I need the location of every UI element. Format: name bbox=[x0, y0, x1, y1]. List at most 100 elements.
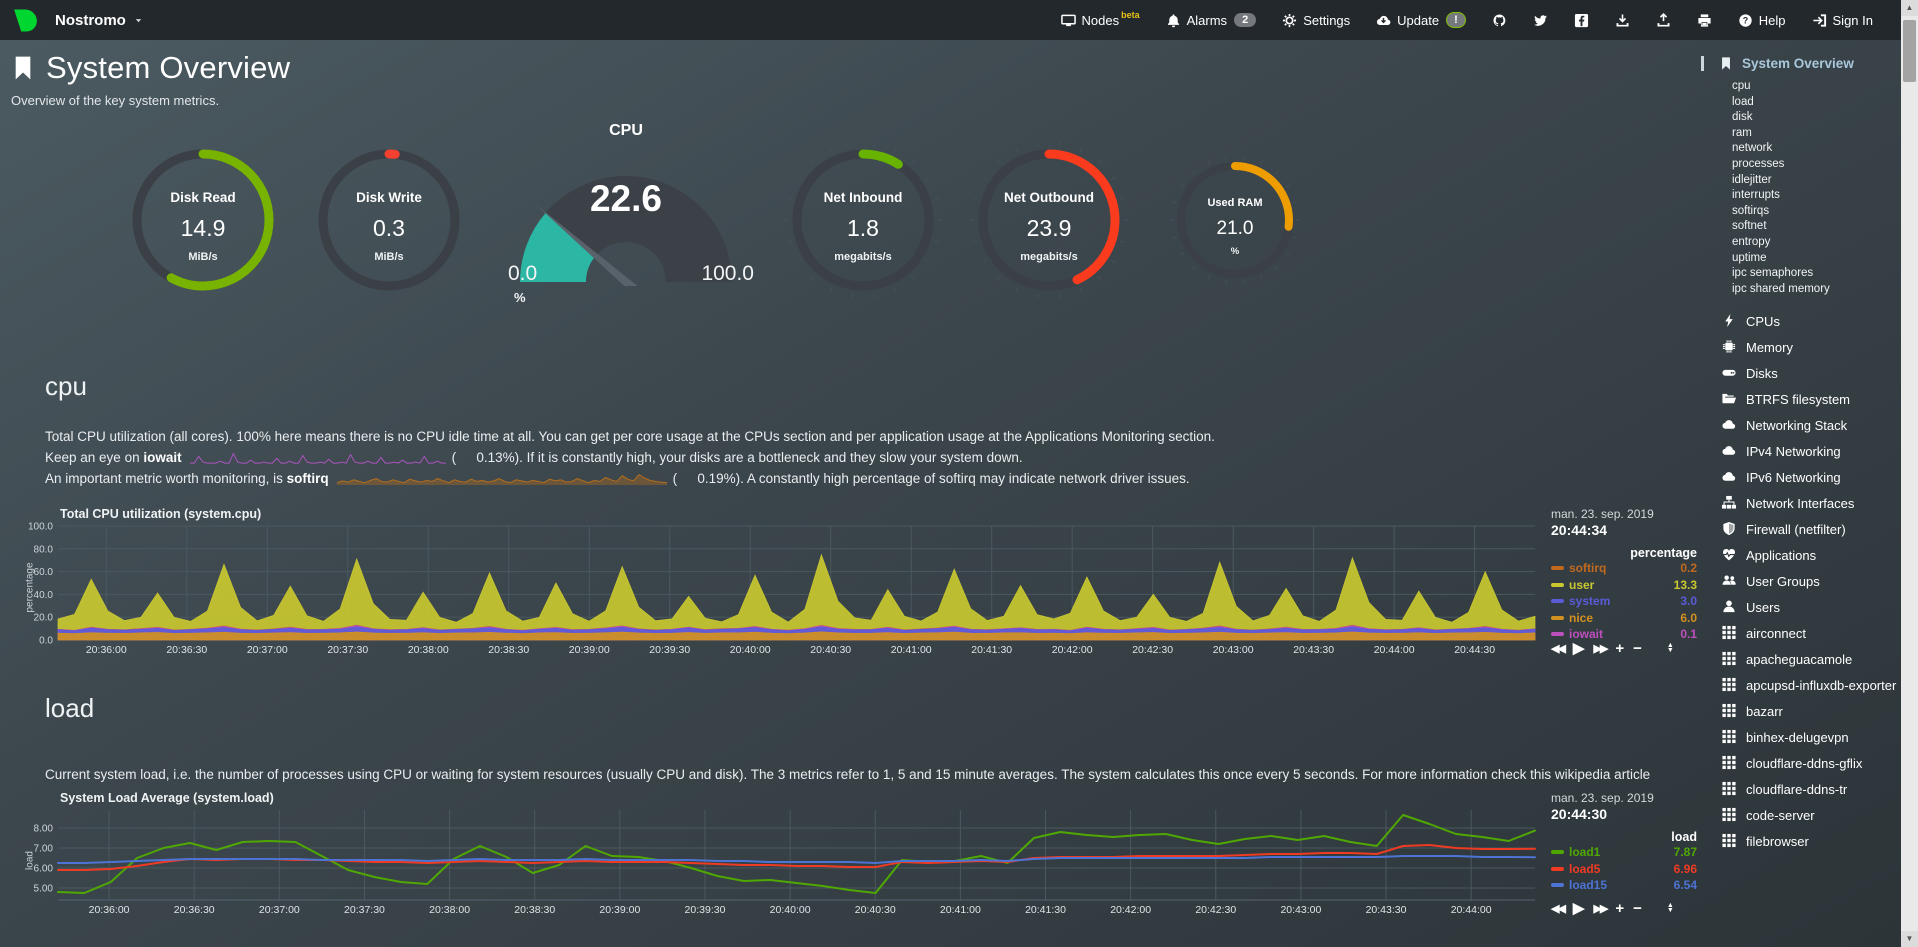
sidebar-subitem-softirqs[interactable]: softirqs bbox=[1732, 204, 1770, 217]
sidebar-subitem-processes[interactable]: processes bbox=[1732, 157, 1785, 170]
legend-row-system[interactable]: system 3.0 bbox=[1551, 593, 1697, 610]
load-chart-canvas[interactable]: 20:36:00 20:36:30 20:37:00 20:37:30 20:38:00… bbox=[12, 805, 1543, 917]
toolbar-pan-backward-button[interactable]: ◀◀ bbox=[1551, 642, 1566, 655]
nav-load-snapshot[interactable] bbox=[1615, 13, 1630, 28]
sidebar-item-filebrowser[interactable]: filebrowser bbox=[1701, 829, 1901, 855]
nav-print[interactable] bbox=[1697, 13, 1712, 28]
sidebar-subitem-load[interactable]: load bbox=[1732, 95, 1754, 108]
nav-settings[interactable]: Settings bbox=[1282, 13, 1350, 28]
toolbar-pan-backward-button[interactable]: ◀◀ bbox=[1551, 902, 1566, 915]
legend-row-user[interactable]: user 13.3 bbox=[1551, 577, 1697, 594]
legend-value-user: 13.3 bbox=[1673, 577, 1697, 592]
sidebar-item-airconnect[interactable]: airconnect bbox=[1701, 621, 1901, 647]
nav-help[interactable]: ? Help bbox=[1738, 13, 1786, 28]
legend-label-user: user bbox=[1551, 577, 1594, 594]
legend-swatch-softirq bbox=[1551, 566, 1564, 571]
nav-sign-in[interactable]: Sign In bbox=[1812, 13, 1873, 28]
scrollbar-thumb[interactable] bbox=[1903, 20, 1916, 82]
sidebar-subitem-ipc-shared-memory[interactable]: ipc shared memory bbox=[1732, 282, 1830, 295]
grid-icon bbox=[1721, 729, 1737, 744]
sidebar-subitem-uptime[interactable]: uptime bbox=[1732, 251, 1767, 264]
sidebar-subitem-ram[interactable]: ram bbox=[1732, 126, 1752, 139]
gauge-disk-write[interactable]: Disk Write 0.3 MiB/s bbox=[304, 120, 474, 300]
sidebar-subitem-ipc-semaphores[interactable]: ipc semaphores bbox=[1732, 267, 1814, 280]
sidebar-item-code-server[interactable]: code-server bbox=[1701, 803, 1901, 829]
sidebar-item-apcupsd-influxdb-exporter[interactable]: apcupsd-influxdb-exporter bbox=[1701, 673, 1901, 699]
toolbar-zoom-in-button[interactable]: + bbox=[1615, 639, 1625, 657]
svg-text:20:42:30: 20:42:30 bbox=[1195, 904, 1236, 916]
sidebar-subitem-disk[interactable]: disk bbox=[1732, 111, 1753, 124]
svg-text:7.00: 7.00 bbox=[34, 844, 54, 855]
nav-alarms[interactable]: Alarms 2 bbox=[1166, 13, 1257, 28]
legend-row-load5[interactable]: load5 6.96 bbox=[1551, 861, 1697, 878]
sidebar-subitem-interrupts[interactable]: interrupts bbox=[1732, 189, 1780, 202]
sidebar-item-cloudflare-ddns-gflix[interactable]: cloudflare-ddns-gflix bbox=[1701, 751, 1901, 777]
sidebar-subitem-entropy[interactable]: entropy bbox=[1732, 235, 1771, 248]
sidebar-item-disks[interactable]: Disks bbox=[1701, 361, 1901, 387]
sidebar-item-btrfs-filesystem[interactable]: BTRFS filesystem bbox=[1701, 387, 1901, 413]
sidebar-item-cloudflare-ddns-tr[interactable]: cloudflare-ddns-tr bbox=[1701, 777, 1901, 803]
bookmark-icon bbox=[10, 52, 36, 84]
grid-icon bbox=[1721, 781, 1737, 796]
grid-icon bbox=[1721, 703, 1737, 718]
gauge-net-outbound[interactable]: Net Outbound 23.9 megabits/s bbox=[964, 120, 1134, 300]
gauge-cpu[interactable]: CPU 22.6 0.0 100.0% bbox=[490, 120, 762, 305]
sidebar-item-binhex-delugevpn[interactable]: binhex-delugevpn bbox=[1701, 725, 1901, 751]
sidebar-subitem-cpu[interactable]: cpu bbox=[1732, 80, 1751, 92]
legend-row-iowait[interactable]: iowait 0.1 bbox=[1551, 626, 1697, 643]
sidebar-item-user-groups[interactable]: User Groups bbox=[1701, 569, 1901, 595]
legend-swatch-iowait bbox=[1551, 632, 1564, 637]
legend-row-nice[interactable]: nice 6.0 bbox=[1551, 610, 1697, 627]
scrollbar-up-button[interactable]: ▲ bbox=[1901, 0, 1918, 16]
gauge-used-ram[interactable]: Used RAM 21.0% bbox=[1150, 120, 1320, 286]
sidebar-item-apacheguacamole[interactable]: apacheguacamole bbox=[1701, 647, 1901, 673]
sidebar-item-ipv4-networking[interactable]: IPv4 Networking bbox=[1701, 439, 1901, 465]
sidebar-item-cpus[interactable]: CPUs bbox=[1701, 309, 1901, 335]
toolbar-resize-handle[interactable]: ▲ ▼ bbox=[1666, 901, 1674, 914]
cpu-chart-canvas[interactable]: 20:36:00 20:36:30 20:37:00 20:37:30 20:38:00… bbox=[12, 521, 1543, 657]
toolbar-zoom-in-button[interactable]: + bbox=[1615, 899, 1625, 917]
nav-twitter[interactable] bbox=[1533, 13, 1548, 28]
svg-text:20:40:00: 20:40:00 bbox=[730, 644, 771, 656]
sitemap-icon bbox=[1721, 495, 1737, 510]
svg-text:20:41:30: 20:41:30 bbox=[1025, 904, 1066, 916]
nav-nodes[interactable]: Nodes beta bbox=[1060, 10, 1140, 28]
netdata-logo[interactable] bbox=[12, 7, 39, 34]
nav-save-snapshot[interactable] bbox=[1656, 12, 1671, 28]
legend-row-load15[interactable]: load15 6.54 bbox=[1551, 877, 1697, 894]
sidebar-item-firewall-netfilter[interactable]: Firewall (netfilter) bbox=[1701, 517, 1901, 543]
nav-update[interactable]: Update! bbox=[1376, 12, 1466, 28]
svg-text:20:41:30: 20:41:30 bbox=[971, 644, 1012, 656]
sidebar-subitem-idlejitter[interactable]: idlejitter bbox=[1732, 173, 1772, 186]
sidebar-subitem-network[interactable]: network bbox=[1732, 142, 1773, 155]
sidebar-item-system-overview[interactable]: System Overview bbox=[1701, 56, 1901, 71]
sidebar-item-users[interactable]: Users bbox=[1701, 595, 1901, 621]
toolbar-pan-forward-button[interactable]: ▶▶ bbox=[1593, 902, 1608, 915]
toolbar-pan-forward-button[interactable]: ▶▶ bbox=[1593, 642, 1608, 655]
sidebar-item-memory[interactable]: Memory bbox=[1701, 335, 1901, 361]
toolbar-zoom-out-button[interactable]: − bbox=[1633, 639, 1642, 657]
nav-facebook[interactable] bbox=[1574, 13, 1589, 28]
scrollbar-down-button[interactable]: ▼ bbox=[1901, 931, 1918, 947]
sidebar-item-networking-stack[interactable]: Networking Stack bbox=[1701, 413, 1901, 439]
toolbar-play-button[interactable]: ▶ bbox=[1572, 900, 1585, 917]
legend-row-softirq[interactable]: softirq 0.2 bbox=[1551, 560, 1697, 577]
toolbar-zoom-out-button[interactable]: − bbox=[1633, 899, 1642, 917]
hostname-dropdown[interactable]: Nostromo bbox=[55, 12, 144, 29]
page-scrollbar[interactable]: ▲ ▼ bbox=[1901, 0, 1918, 947]
sidebar-item-label: IPv4 Networking bbox=[1746, 444, 1841, 460]
toolbar-play-button[interactable]: ▶ bbox=[1572, 640, 1585, 657]
legend-value-softirq: 0.2 bbox=[1680, 561, 1697, 575]
gauge-disk-read[interactable]: Disk Read 14.9 MiB/s bbox=[118, 120, 288, 300]
gauge-net-inbound[interactable]: Net Inbound 1.8 megabits/s bbox=[778, 120, 948, 300]
cpu-gauge-value: 22.6 bbox=[589, 178, 662, 219]
nav-github[interactable] bbox=[1492, 13, 1507, 28]
sidebar-item-applications[interactable]: Applications bbox=[1701, 543, 1901, 569]
toolbar-resize-handle[interactable]: ▲ ▼ bbox=[1666, 641, 1674, 654]
sidebar-item-ipv6-networking[interactable]: IPv6 Networking bbox=[1701, 465, 1901, 491]
legend-row-load1[interactable]: load1 7.87 bbox=[1551, 844, 1697, 861]
sidebar-item-network-interfaces[interactable]: Network Interfaces bbox=[1701, 491, 1901, 517]
sidebar-item-bazarr[interactable]: bazarr bbox=[1701, 699, 1901, 725]
sidebar-subitem-softnet[interactable]: softnet bbox=[1732, 220, 1767, 233]
cpu-description-3: An important metric worth monitoring, is… bbox=[45, 468, 1665, 489]
